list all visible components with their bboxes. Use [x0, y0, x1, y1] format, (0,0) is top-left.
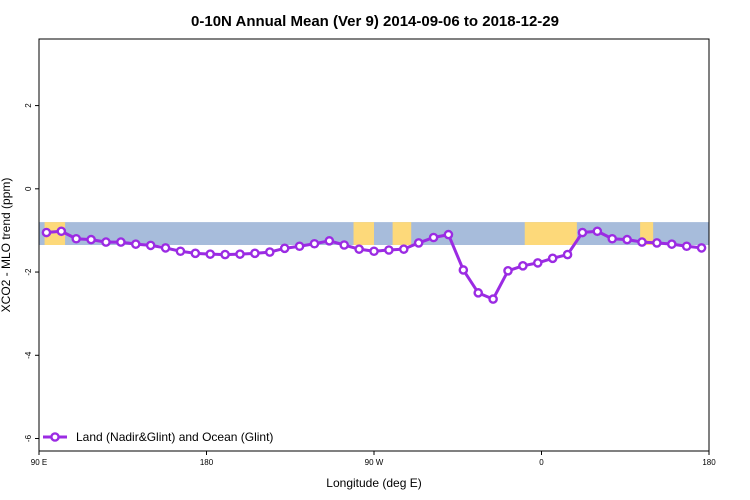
y-tick-label: 0	[24, 186, 33, 191]
data-point	[458, 265, 469, 275]
data-point	[71, 233, 82, 244]
x-tick-label: 0	[539, 458, 544, 467]
data-point	[681, 241, 692, 252]
x-axis-label: Longitude (deg E)	[326, 476, 421, 490]
data-point	[279, 243, 290, 254]
data-point	[294, 241, 305, 252]
data-point	[547, 253, 558, 264]
y-tick-label: -2	[24, 268, 33, 276]
legend-label: Land (Nadir&Glint) and Ocean (Glint)	[76, 430, 273, 444]
land-patch	[392, 222, 412, 245]
data-point	[145, 240, 156, 251]
x-tick-label: 180	[200, 458, 214, 467]
data-point	[220, 249, 230, 260]
legend: Land (Nadir&Glint) and Ocean (Glint)	[43, 430, 273, 444]
data-point	[622, 234, 632, 245]
data-point	[101, 237, 111, 247]
data-point	[562, 249, 573, 260]
data-point	[264, 247, 275, 257]
data-point	[577, 227, 588, 238]
data-point	[607, 233, 618, 244]
data-point	[160, 243, 171, 253]
data-point	[518, 261, 528, 271]
x-tick-label: 90 W	[365, 458, 384, 467]
data-point	[696, 243, 707, 253]
data-point	[130, 239, 141, 249]
data-point	[443, 229, 454, 240]
data-point	[503, 266, 513, 276]
data-point	[369, 246, 379, 257]
y-axis: -6 -4 -2 0 2	[24, 103, 39, 442]
data-point	[354, 244, 364, 254]
data-point	[41, 227, 52, 238]
data-point	[116, 237, 126, 247]
chart-title: 0-10N Annual Mean (Ver 9) 2014-09-06 to …	[191, 13, 559, 30]
data-point	[309, 238, 320, 249]
land-patch	[524, 222, 577, 245]
data-point	[175, 246, 186, 257]
background-map-strip	[39, 222, 709, 245]
data-point	[666, 239, 677, 249]
x-axis: 90 E 180 90 W 0 180	[31, 451, 716, 467]
data-point	[86, 234, 96, 245]
data-point	[205, 249, 216, 259]
data-point	[637, 237, 647, 247]
x-tick-label: 180	[702, 458, 716, 467]
y-axis-label: XCO2 - MLO trend (ppm)	[0, 178, 13, 313]
data-point	[56, 226, 67, 237]
data-point	[339, 240, 350, 250]
data-point	[488, 294, 498, 304]
y-tick-label: -4	[24, 351, 33, 359]
data-point	[652, 238, 662, 248]
data-point	[413, 238, 424, 248]
data-point	[235, 249, 245, 259]
data-point	[324, 236, 335, 246]
data-point	[250, 248, 260, 259]
data-point	[384, 245, 394, 255]
data-point	[532, 258, 543, 268]
x-tick-label: 90 E	[31, 458, 47, 467]
y-tick-label: -6	[24, 434, 33, 442]
data-point	[398, 244, 409, 254]
y-tick-label: 2	[24, 103, 33, 108]
series-layer	[41, 226, 707, 304]
data-point	[190, 248, 201, 259]
data-point	[592, 226, 603, 237]
data-point	[473, 288, 484, 298]
data-point	[428, 232, 439, 243]
land-patch	[353, 222, 374, 245]
legend-swatch-marker	[50, 432, 60, 442]
